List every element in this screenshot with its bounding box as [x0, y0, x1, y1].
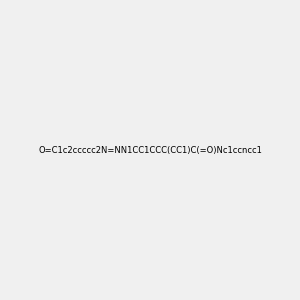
- Text: O=C1c2ccccc2N=NN1CC1CCC(CC1)C(=O)Nc1ccncc1: O=C1c2ccccc2N=NN1CC1CCC(CC1)C(=O)Nc1ccnc…: [38, 146, 262, 154]
